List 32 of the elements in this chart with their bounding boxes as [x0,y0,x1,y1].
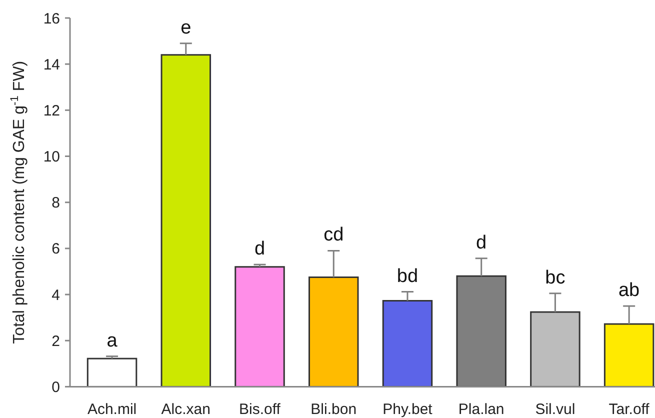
annotation: d [254,238,266,260]
bar [530,311,580,388]
bar [382,300,433,388]
y-tick-label: 10 [43,148,60,166]
y-tick-label: 12 [43,102,60,120]
x-tick-label: Bli.bon [310,401,357,418]
annotation: e [180,17,192,38]
bar [160,54,212,388]
x-tick-label: Pla.lan [458,401,504,418]
annotation: d [476,232,487,254]
y-tick-label: 6 [52,240,60,258]
bar [86,358,138,388]
bar [234,266,285,388]
y-tick-label: 2 [52,332,60,350]
x-tick-label: Sil.vul [535,401,576,418]
bar [308,276,359,388]
x-tick-label: Tar.off [608,401,650,418]
bar [604,323,654,388]
annotation: a [106,330,118,352]
annotation: ab [618,280,640,302]
y-tick-label: 16 [43,10,60,28]
y-tick-label: 8 [52,194,60,212]
annotation: cd [324,224,344,246]
x-tick-label: Bis.off [239,401,282,418]
annotation: bc [545,267,566,288]
y-tick-label: 14 [43,56,60,74]
x-tick-label: Phy.bet [382,401,434,418]
y-tick-label: 0 [52,378,60,396]
x-tick-label: Ach.mil [87,401,137,418]
annotation: bd [396,266,418,287]
x-tick-label: Alc.xan [161,401,210,418]
y-tick-label: 4 [52,286,60,304]
